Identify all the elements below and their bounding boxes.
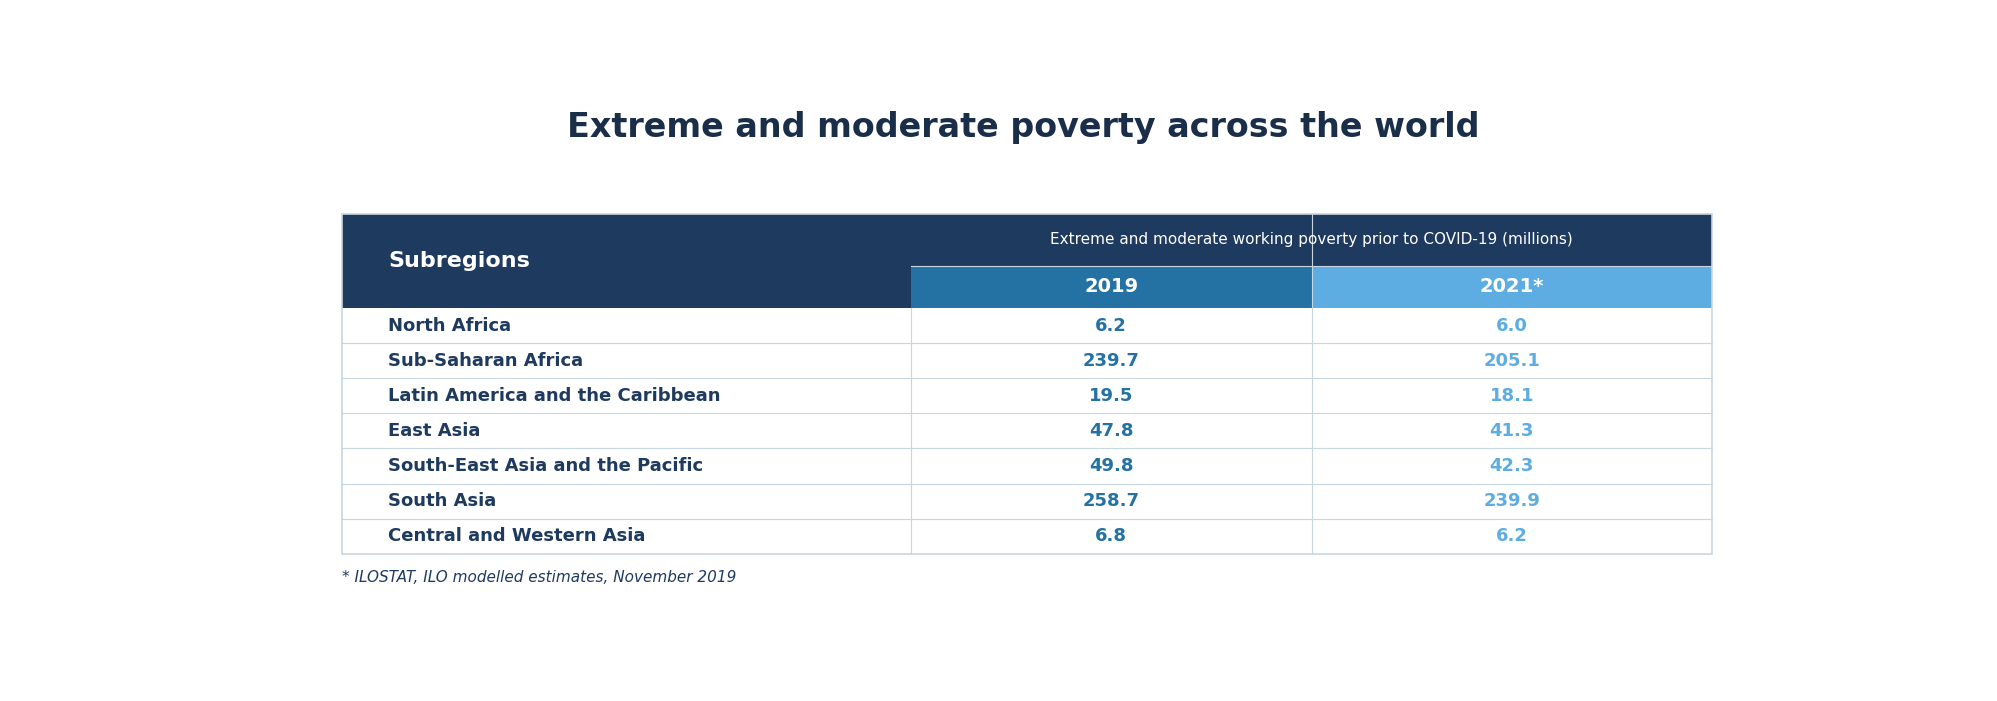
Text: 47.8: 47.8: [1088, 422, 1134, 440]
Bar: [911, 266, 1312, 308]
Bar: [343, 414, 1711, 449]
Text: 6.8: 6.8: [1094, 527, 1126, 545]
Text: 2019: 2019: [1084, 278, 1138, 297]
Text: 239.9: 239.9: [1484, 492, 1540, 510]
Text: * ILOSTAT, ILO modelled estimates, November 2019: * ILOSTAT, ILO modelled estimates, Novem…: [343, 570, 737, 585]
Bar: [1312, 266, 1711, 308]
Text: 205.1: 205.1: [1484, 352, 1540, 369]
Text: South-East Asia and the Pacific: South-East Asia and the Pacific: [387, 457, 703, 475]
Text: 6.2: 6.2: [1496, 527, 1528, 545]
Text: 239.7: 239.7: [1082, 352, 1140, 369]
Bar: [911, 214, 1711, 266]
Text: 6.2: 6.2: [1094, 317, 1126, 334]
Text: Sub-Saharan Africa: Sub-Saharan Africa: [387, 352, 583, 369]
Bar: [343, 343, 1711, 379]
Text: Latin America and the Caribbean: Latin America and the Caribbean: [387, 387, 721, 405]
Text: 18.1: 18.1: [1490, 387, 1534, 405]
Text: Subregions: Subregions: [387, 251, 529, 271]
Text: South Asia: South Asia: [387, 492, 495, 510]
Bar: [343, 308, 1711, 343]
Text: Central and Western Asia: Central and Western Asia: [387, 527, 645, 545]
Bar: [343, 484, 1711, 519]
Text: 42.3: 42.3: [1490, 457, 1534, 475]
Text: Extreme and moderate working poverty prior to COVID-19 (millions): Extreme and moderate working poverty pri…: [1050, 232, 1574, 247]
Text: 6.0: 6.0: [1496, 317, 1528, 334]
Text: 49.8: 49.8: [1088, 457, 1134, 475]
Text: Extreme and moderate poverty across the world: Extreme and moderate poverty across the …: [567, 111, 1480, 144]
Bar: [343, 379, 1711, 414]
Text: 2021*: 2021*: [1480, 278, 1544, 297]
Bar: [343, 449, 1711, 484]
Text: East Asia: East Asia: [387, 422, 481, 440]
Text: 41.3: 41.3: [1490, 422, 1534, 440]
Text: 19.5: 19.5: [1088, 387, 1134, 405]
Text: North Africa: North Africa: [387, 317, 511, 334]
Text: 258.7: 258.7: [1082, 492, 1140, 510]
Bar: [343, 519, 1711, 554]
